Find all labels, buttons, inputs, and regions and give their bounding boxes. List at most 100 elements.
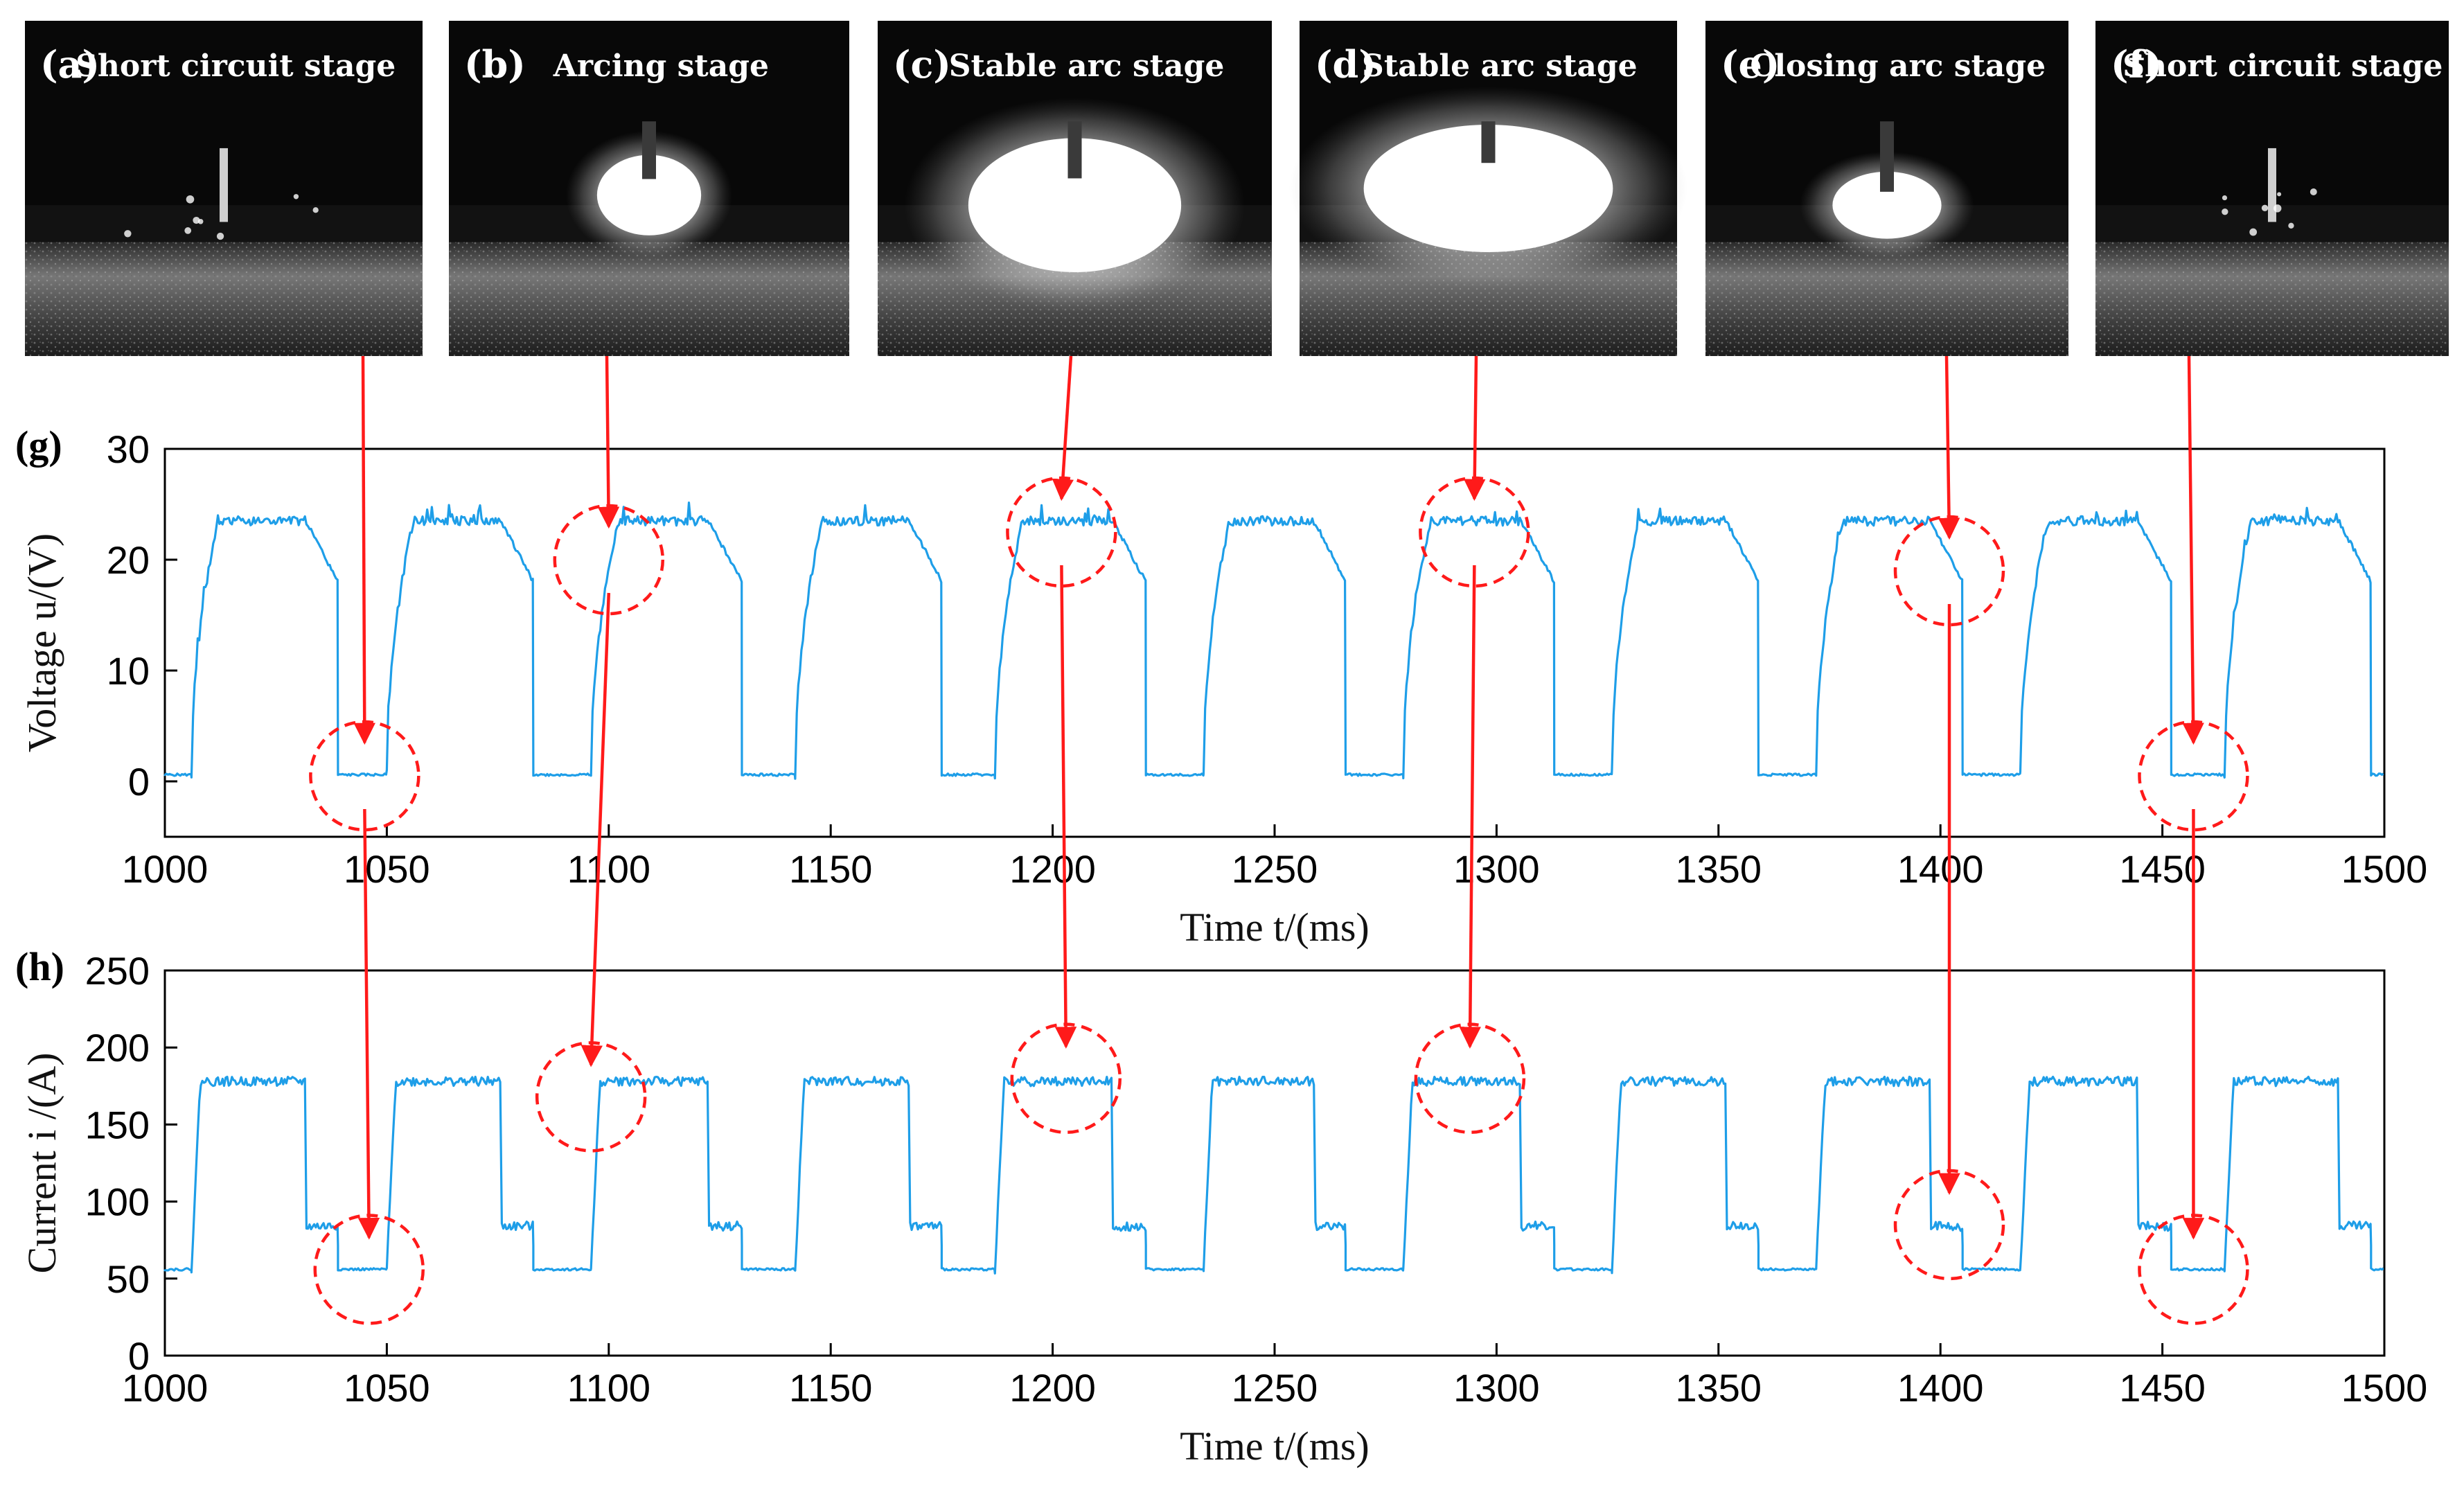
annotation-overlay [353, 355, 2205, 1240]
x-axis-title: Time t/(ms) [1180, 1423, 1369, 1469]
panel-letter: (e) [1721, 42, 1780, 87]
photo-panel-6: (f)Short circuit stage [2095, 21, 2449, 356]
x-tick-label: 1300 [1453, 847, 1540, 891]
series-line [163, 1075, 2384, 1275]
spark-dot [2249, 228, 2258, 236]
y-tick-label: 100 [85, 1180, 150, 1224]
chart-label: (h) [15, 944, 64, 989]
spark-dot [186, 195, 195, 204]
panel-letter: (d) [1315, 42, 1376, 87]
plot-frame [163, 447, 2386, 838]
panel-title: Short circuit stage [76, 48, 396, 84]
y-tick-label: 10 [107, 649, 150, 693]
spark-dot [2222, 209, 2228, 215]
y-tick-label: 150 [85, 1103, 150, 1146]
stage-arrow-lower [580, 592, 611, 1067]
stage-arrow-upper [2182, 355, 2204, 745]
x-tick-label: 1150 [789, 1366, 872, 1410]
x-tick-label: 1000 [122, 847, 209, 891]
x-axis-title: Time t/(ms) [1180, 905, 1369, 950]
stage-arrow-upper [1938, 355, 1960, 540]
x-tick-label: 1150 [789, 847, 872, 891]
y-axis-title: Voltage u/(V) [19, 533, 64, 752]
y-tick-label: 200 [85, 1026, 150, 1070]
x-tick-label: 1500 [2341, 1366, 2428, 1410]
electrode-wire [1067, 121, 1082, 179]
spark-dot [124, 230, 132, 238]
x-tick-label: 1000 [122, 1366, 209, 1410]
spark-dot [2261, 204, 2269, 211]
y-tick-label: 0 [128, 760, 150, 804]
electrode-wire [220, 148, 228, 222]
arc-plasma [1832, 171, 1942, 239]
surface-texture [25, 242, 423, 356]
stage-arrow-upper [353, 355, 375, 745]
spark-dot [293, 194, 299, 199]
chart-panels: 1000 1050 1100 1150 1200 1250 1300 1350 1400 1450… [15, 423, 2427, 1469]
spark-dot [2288, 222, 2294, 229]
surface-texture [449, 242, 849, 356]
y-tick-label: 250 [85, 949, 150, 993]
panel-title: Short circuit stage [2122, 48, 2443, 84]
panel-title: Stable arc stage [1362, 48, 1638, 84]
x-tick-label: 1200 [1009, 847, 1096, 891]
x-tick-label: 1350 [1676, 1366, 1762, 1410]
photo-panels: (a)Short circuit stage (b) Arcing stage (c)… [25, 21, 2449, 356]
electrode-wire [2268, 148, 2276, 222]
x-tick-label: 1450 [2119, 847, 2206, 891]
photo-panel-4: (d)Stable arc stage [1288, 21, 1688, 356]
plot-frame [163, 969, 2386, 1357]
x-tick-label: 1400 [1897, 847, 1984, 891]
panel-title: Arcing stage [553, 48, 769, 84]
stage-arrow-lower [1459, 565, 1481, 1049]
x-tick-label: 1250 [1232, 1366, 1318, 1410]
panel-letter: (f) [2111, 42, 2162, 87]
arc-plasma [596, 154, 702, 236]
x-tick-label: 1050 [344, 1366, 430, 1410]
panel-letter: (a) [40, 42, 100, 87]
spark-dot [2310, 188, 2317, 195]
photo-panel-1: (a)Short circuit stage [25, 21, 423, 356]
stage-arrow-lower [1054, 565, 1077, 1049]
x-tick-label: 1450 [2119, 1366, 2206, 1410]
photo-panel-5: (e)Closing arc stage [1705, 21, 2068, 356]
stage-arrow-upper [1052, 355, 1074, 502]
photo-panel-2: (b) Arcing stage [449, 21, 849, 356]
spark-dot [184, 227, 192, 234]
electrode-wire [1481, 121, 1496, 163]
x-tick-label: 1100 [567, 1366, 650, 1410]
panel-letter: (b) [464, 42, 526, 87]
panel-title: Closing arc stage [1750, 48, 2046, 84]
spark-dot [2277, 192, 2282, 197]
surface-texture [2095, 242, 2449, 356]
y-axis-title: Current i /(A) [19, 1053, 64, 1274]
arc-plasma [968, 138, 1182, 272]
x-tick-label: 1300 [1453, 1366, 1540, 1410]
stage-arrow-upper [597, 355, 620, 529]
spark-dot [2222, 195, 2228, 201]
arc-plasma [1363, 125, 1613, 252]
electrode-wire [642, 121, 656, 179]
series-line [163, 502, 2384, 780]
chart-h: 1000 1050 1100 1150 1200 1250 1300 1350 1400 1450… [15, 944, 2427, 1469]
x-tick-label: 1200 [1009, 1366, 1096, 1410]
y-tick-label: 50 [107, 1257, 150, 1301]
spark-dot [216, 232, 224, 240]
x-tick-label: 1500 [2341, 847, 2428, 891]
panel-letter: (c) [893, 42, 951, 87]
y-tick-label: 30 [107, 427, 150, 471]
chart-g: 1000 1050 1100 1150 1200 1250 1300 1350 1400 1450… [15, 423, 2427, 950]
x-tick-label: 1250 [1232, 847, 1318, 891]
x-tick-label: 1400 [1897, 1366, 1984, 1410]
x-tick-label: 1100 [567, 847, 650, 891]
spark-dot [312, 207, 319, 213]
x-tick-label: 1050 [344, 847, 430, 891]
y-tick-label: 20 [107, 538, 150, 582]
x-tick-label: 1350 [1676, 847, 1762, 891]
stage-arrow-lower [357, 808, 380, 1240]
stage-arrow-upper [1463, 355, 1486, 502]
spark-dot [2273, 204, 2282, 213]
spark-dot [193, 216, 200, 224]
panel-title: Stable arc stage [949, 48, 1225, 84]
